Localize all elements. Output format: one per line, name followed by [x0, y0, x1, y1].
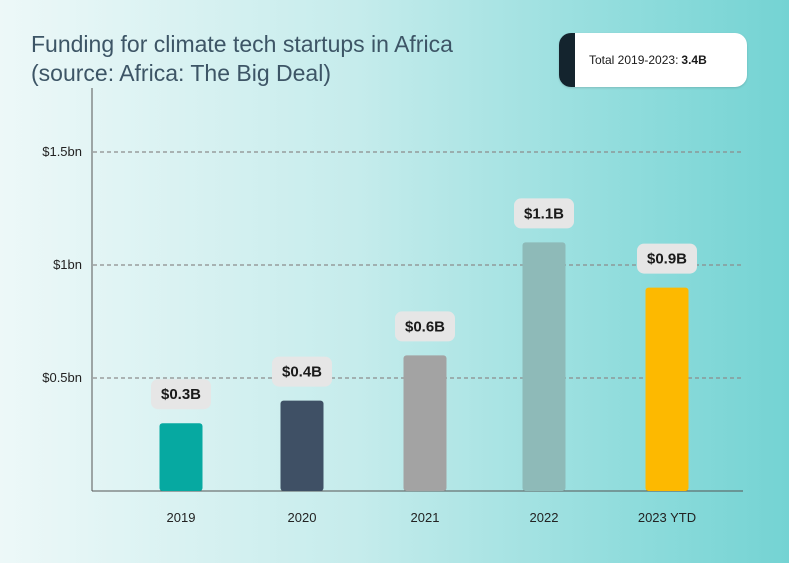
value-label: $0.6B: [405, 318, 445, 335]
value-label-badge: [395, 311, 455, 342]
total-value: 3.4B: [681, 53, 707, 67]
x-tick-label: 2021: [411, 510, 440, 525]
value-label-badge: [272, 356, 332, 387]
total-badge: Total 2019-2023: 3.4B: [559, 33, 747, 87]
bar: [159, 423, 203, 491]
value-label: $0.9B: [647, 251, 687, 268]
value-label-badge: [514, 198, 574, 229]
x-tick-label: 2022: [530, 510, 559, 525]
value-label-badge: [637, 243, 697, 274]
chart-title-line-2: (source: Africa: The Big Deal): [31, 60, 331, 86]
value-label: $0.4B: [282, 364, 322, 381]
bar: [280, 400, 324, 491]
y-tick-label: $0.5bn: [42, 370, 82, 385]
bar: [645, 287, 689, 491]
y-tick-label: $1bn: [53, 257, 82, 272]
chart-title: Funding for climate tech startups in Afr…: [31, 30, 453, 88]
value-label-badge: [151, 379, 211, 410]
chart-title-line-1: Funding for climate tech startups in Afr…: [31, 31, 453, 57]
value-label: $0.3B: [161, 386, 201, 403]
total-label: Total 2019-2023:: [589, 53, 679, 67]
bar: [522, 242, 566, 491]
x-tick-label: 2020: [288, 510, 317, 525]
bar: [403, 355, 447, 491]
x-tick-label: 2023 YTD: [638, 510, 696, 525]
x-tick-label: 2019: [167, 510, 196, 525]
value-label: $1.1B: [524, 205, 564, 222]
y-tick-label: $1.5bn: [42, 144, 82, 159]
